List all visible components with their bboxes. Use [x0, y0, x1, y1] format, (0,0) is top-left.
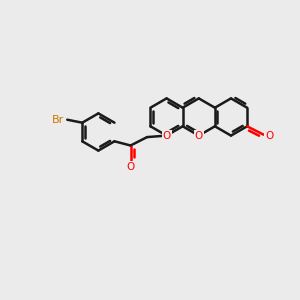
Text: O: O [265, 131, 273, 141]
Text: O: O [126, 162, 135, 172]
Text: Br: Br [52, 115, 64, 125]
Text: O: O [162, 130, 171, 141]
Text: O: O [195, 130, 203, 141]
